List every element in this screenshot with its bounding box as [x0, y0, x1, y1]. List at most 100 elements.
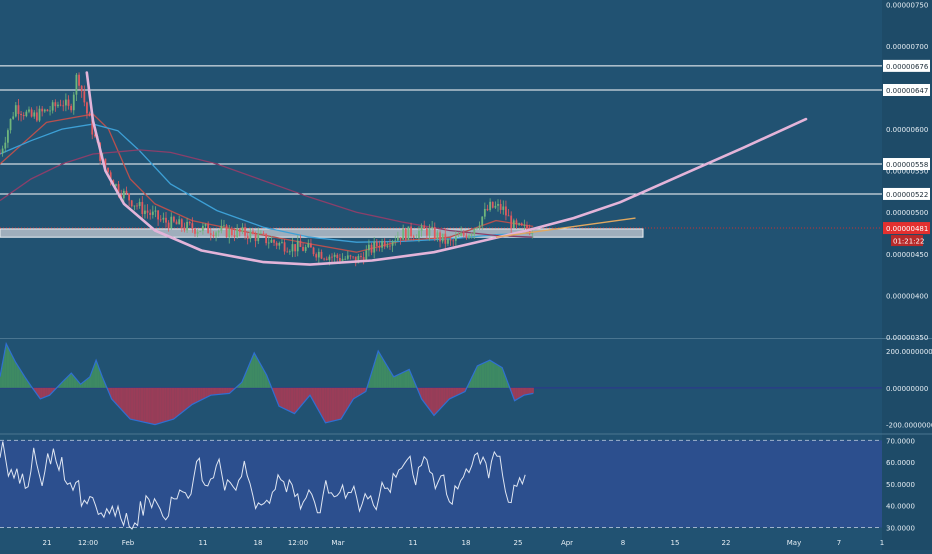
- candle-body: [370, 244, 373, 253]
- candle-body: [201, 225, 204, 232]
- candle-body: [117, 184, 120, 195]
- candle-body: [144, 210, 146, 215]
- candle-body: [476, 227, 478, 229]
- candle-body: [307, 243, 310, 248]
- candle-body: [341, 258, 344, 262]
- candle-body: [28, 109, 30, 112]
- time-axis-tick: Mar: [331, 539, 344, 547]
- candle-body: [225, 225, 228, 238]
- candle-body: [362, 257, 365, 262]
- candle-body: [17, 105, 20, 114]
- rsi-axis-tick: 50.0000: [886, 481, 915, 489]
- candle-body: [49, 110, 51, 112]
- candle-body: [252, 231, 254, 235]
- candle-body: [323, 258, 326, 260]
- candle-body: [188, 221, 191, 224]
- candle-body: [436, 232, 439, 240]
- candle-body: [381, 241, 383, 248]
- support-zone[interactable]: [0, 228, 644, 238]
- candle-body: [236, 228, 239, 237]
- candle-body: [349, 255, 352, 257]
- time-axis[interactable]: 21 12:00 Feb 11 18 12:00 Mar 11 18 25 Apr 8 15 22 May 7…: [43, 539, 885, 547]
- moving-average-medium[interactable]: [0, 123, 534, 243]
- time-axis-tick: Apr: [561, 539, 573, 547]
- price-axis-tick: 0.00000350: [886, 334, 928, 342]
- candle-body: [138, 201, 141, 206]
- candle-body: [78, 74, 80, 86]
- candle-body: [304, 247, 307, 251]
- candle-body: [505, 206, 507, 216]
- candle-body: [244, 227, 246, 236]
- time-axis-tick: 18: [462, 539, 471, 547]
- candle-body: [478, 225, 481, 228]
- candle-body: [59, 104, 62, 106]
- candle-body: [365, 250, 368, 262]
- candle-body: [249, 231, 252, 239]
- candle-body: [62, 105, 65, 107]
- level-price-label: 0.00000676: [886, 63, 929, 71]
- time-axis-tick: 12:00: [78, 539, 98, 547]
- macd-line[interactable]: [0, 341, 534, 426]
- candle-body: [159, 219, 162, 221]
- candle-body: [230, 228, 233, 236]
- candle-body: [383, 241, 386, 247]
- moving-average-slow[interactable]: [0, 149, 534, 238]
- level-price-label: 0.00000522: [886, 191, 928, 199]
- macd-pane[interactable]: [0, 341, 882, 426]
- candle-body: [30, 109, 33, 117]
- candle-body: [54, 102, 57, 107]
- candle-body: [404, 228, 407, 240]
- candle-body: [88, 113, 91, 117]
- candle-body: [531, 233, 534, 235]
- candle-body: [502, 206, 505, 210]
- candle-body: [233, 235, 236, 237]
- candle-body: [215, 232, 217, 237]
- candle-body: [75, 74, 78, 95]
- macd-axis-tick: 200.00000000: [886, 348, 932, 356]
- candle-body: [352, 256, 354, 258]
- price-axis-panel[interactable]: [882, 0, 932, 550]
- countdown-label: 01:21:22: [893, 238, 924, 246]
- rsi-line[interactable]: [0, 441, 526, 530]
- price-axis: 0.00000750 0.00000700 0.00000600 0.00000550…: [883, 1, 930, 342]
- time-axis-tick: 21: [43, 539, 52, 547]
- candle-body: [315, 254, 318, 258]
- candle-body: [473, 228, 476, 235]
- candle-body: [7, 130, 9, 143]
- time-axis-tick: 15: [671, 539, 680, 547]
- last-price-label: 0.00000481: [886, 225, 928, 233]
- candle-body: [209, 233, 212, 235]
- trend-line[interactable]: [495, 217, 636, 238]
- candle-body: [80, 85, 83, 92]
- candle-body: [115, 184, 117, 187]
- candle-body: [186, 221, 188, 231]
- candle-body: [38, 108, 41, 121]
- price-axis-tick: 0.00000400: [886, 292, 928, 300]
- candle-body: [133, 205, 136, 207]
- candle-body: [57, 104, 59, 107]
- candle-body: [481, 216, 484, 226]
- candle-body: [425, 228, 428, 236]
- candle-body: [394, 240, 397, 242]
- time-axis-tick: May: [787, 539, 801, 547]
- moving-average-fast[interactable]: [0, 113, 534, 253]
- candle-body: [262, 233, 265, 234]
- rsi-pane[interactable]: [0, 439, 882, 530]
- candle-body: [288, 251, 291, 253]
- candle-body: [415, 237, 418, 239]
- candle-body: [281, 242, 283, 244]
- cup-pattern-curve[interactable]: [85, 71, 808, 266]
- candle-body: [43, 109, 46, 112]
- price-pane[interactable]: [0, 65, 882, 267]
- candle-body: [254, 234, 257, 242]
- candle-body: [212, 234, 215, 237]
- macd-axis-tick: -200.00000000: [886, 422, 932, 430]
- candle-body: [441, 233, 444, 242]
- candle-body: [275, 242, 278, 246]
- candle-body: [238, 228, 241, 232]
- candle-body: [489, 201, 492, 211]
- candle-body: [333, 254, 336, 257]
- level-price-badge: [883, 83, 930, 96]
